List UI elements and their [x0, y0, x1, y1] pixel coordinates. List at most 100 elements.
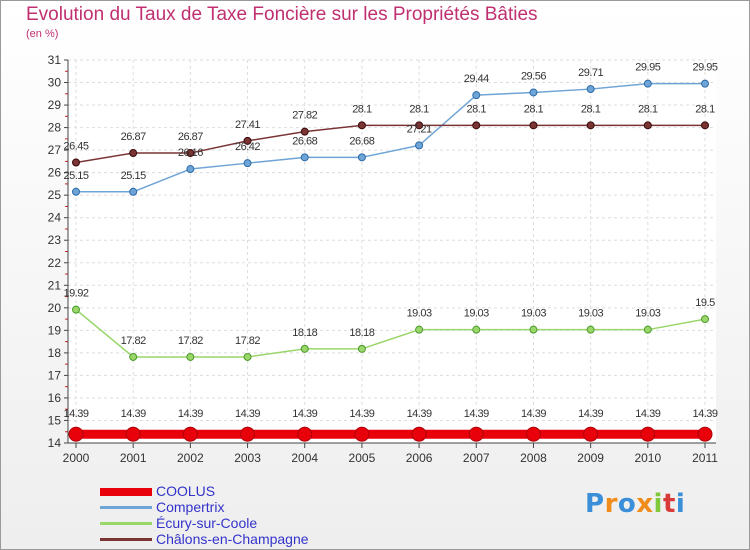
data-point-compertrix: [586, 85, 595, 94]
data-label-compertrix: 29.56: [521, 70, 546, 82]
x-tick-label: 2008: [520, 451, 547, 465]
data-label-coolus: 14.39: [635, 408, 660, 420]
legend-label-ecury-sur-coole: Écury-sur-Coole: [156, 515, 258, 531]
y-tick-label: 16: [48, 391, 62, 405]
data-point-coolus: [125, 426, 141, 442]
data-label-chalons-en-champagne: 28.1: [467, 103, 487, 115]
chart-title: Evolution du Taux de Taxe Foncière sur l…: [26, 4, 538, 25]
data-label-chalons-en-champagne: 28.1: [581, 103, 601, 115]
y-tick-label: 26: [48, 166, 62, 180]
y-tick-label: 17: [48, 368, 62, 382]
data-point-compertrix: [415, 141, 424, 150]
data-point-compertrix: [300, 153, 309, 162]
data-label-ecury-sur-coole: 18.18: [292, 327, 317, 339]
data-point-ecury-sur-coole: [129, 352, 138, 361]
data-label-ecury-sur-coole: 19.03: [407, 308, 432, 320]
x-tick-label: 2011: [692, 451, 718, 465]
legend-item-ecury-sur-coole: Écury-sur-Coole: [100, 515, 360, 532]
x-tick-label: 2000: [63, 451, 90, 465]
y-tick-label: 21: [48, 278, 62, 292]
data-point-chalons-en-champagne: [472, 121, 481, 130]
data-label-coolus: 14.39: [178, 408, 203, 420]
data-label-compertrix: 26.16: [178, 147, 203, 159]
data-label-ecury-sur-coole: 17.82: [235, 335, 260, 347]
data-label-compertrix: 26.68: [349, 135, 374, 147]
data-label-coolus: 14.39: [464, 408, 489, 420]
y-tick-label: 28: [48, 121, 62, 135]
data-point-coolus: [297, 426, 313, 442]
data-label-compertrix: 29.95: [635, 62, 660, 74]
data-point-chalons-en-champagne: [129, 149, 138, 158]
series-line-chalons-en-champagne: [75, 124, 705, 164]
logo-letter: t: [662, 489, 676, 519]
data-point-ecury-sur-coole: [300, 344, 309, 353]
data-label-compertrix: 29.44: [464, 73, 489, 85]
data-point-compertrix: [72, 187, 80, 196]
data-point-coolus: [411, 426, 427, 442]
logo-letter: i: [675, 489, 686, 519]
data-label-chalons-en-champagne: 28.1: [409, 103, 429, 115]
data-point-coolus: [697, 426, 713, 442]
data-point-chalons-en-champagne: [300, 127, 309, 136]
data-label-coolus: 14.39: [63, 408, 88, 420]
y-tick-label: 18: [48, 346, 62, 360]
data-label-coolus: 14.39: [407, 408, 432, 420]
data-point-coolus: [240, 426, 256, 442]
data-label-compertrix: 25.15: [121, 170, 146, 182]
plot-area: [68, 60, 716, 443]
data-label-coolus: 14.39: [521, 408, 546, 420]
data-label-ecury-sur-coole: 18.18: [349, 327, 374, 339]
logo-letter: r: [604, 489, 618, 519]
y-tick-label: 25: [48, 188, 62, 202]
data-label-coolus: 14.39: [292, 408, 317, 420]
data-point-chalons-en-champagne: [415, 121, 424, 130]
data-point-compertrix: [243, 159, 252, 168]
data-label-coolus: 14.39: [578, 408, 603, 420]
y-tick-label: 30: [48, 76, 62, 90]
data-label-chalons-en-champagne: 27.41: [235, 119, 260, 131]
data-label-chalons-en-champagne: 28.1: [524, 103, 544, 115]
data-label-ecury-sur-coole: 19.5: [695, 297, 715, 309]
legend-item-compertrix: Compertrix: [100, 499, 360, 516]
data-label-compertrix: 29.95: [692, 62, 717, 74]
data-point-ecury-sur-coole: [415, 325, 424, 334]
legend-item-chalons-en-champagne: Châlons-en-Champagne: [100, 531, 360, 548]
data-label-coolus: 14.39: [692, 408, 717, 420]
data-point-chalons-en-champagne: [243, 136, 252, 145]
data-point-ecury-sur-coole: [243, 352, 252, 361]
data-point-ecury-sur-coole: [357, 344, 366, 353]
data-point-ecury-sur-coole: [472, 325, 481, 334]
data-point-coolus: [182, 426, 198, 442]
data-label-chalons-en-champagne: 26.87: [178, 131, 203, 143]
data-point-compertrix: [701, 79, 709, 88]
x-tick-label: 2007: [463, 451, 490, 465]
data-label-chalons-en-champagne: 28.1: [638, 103, 658, 115]
data-label-coolus: 14.39: [121, 408, 146, 420]
proxiti-logo: Proxiti: [585, 489, 685, 519]
data-point-compertrix: [186, 165, 195, 174]
legend-swatch-ecury-sur-coole: [100, 522, 152, 525]
logo-letter: x: [636, 489, 654, 519]
logo-letter: o: [617, 489, 637, 519]
x-tick-label: 2003: [234, 451, 261, 465]
data-label-chalons-en-champagne: 26.87: [121, 131, 146, 143]
legend-swatch-compertrix: [100, 506, 152, 509]
y-tick-label: 27: [48, 143, 62, 157]
data-point-compertrix: [472, 91, 481, 100]
legend-item-coolus: COOLUS: [100, 483, 360, 500]
data-label-compertrix: 25.15: [63, 170, 88, 182]
data-point-coolus: [68, 426, 84, 442]
data-point-compertrix: [529, 88, 538, 97]
series-line-ecury-sur-coole: [75, 309, 706, 358]
data-label-compertrix: 27.21: [407, 123, 432, 135]
legend: COOLUS Compertrix Écury-sur-Coole Châlon…: [100, 483, 360, 548]
y-tick-label: 19: [48, 323, 62, 337]
x-tick-label: 2010: [634, 451, 661, 465]
y-tick-label: 31: [48, 53, 62, 67]
data-label-ecury-sur-coole: 19.03: [521, 308, 546, 320]
data-point-compertrix: [357, 153, 366, 162]
legend-swatch-chalons-en-champagne: [100, 538, 152, 541]
y-tick-label: 22: [48, 256, 62, 270]
data-label-coolus: 14.39: [349, 408, 374, 420]
